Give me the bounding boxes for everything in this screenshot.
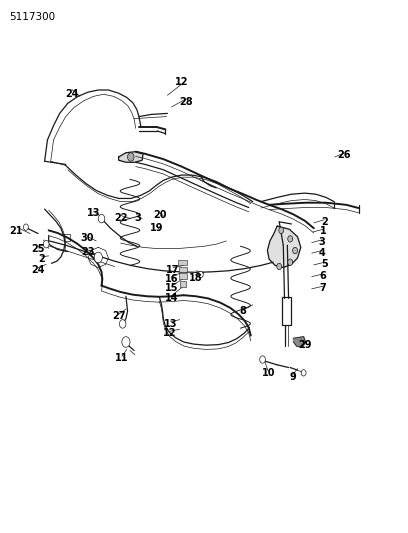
Circle shape <box>293 247 297 254</box>
Circle shape <box>301 369 306 376</box>
Polygon shape <box>293 337 306 348</box>
Circle shape <box>24 224 28 230</box>
Text: 13: 13 <box>164 319 177 329</box>
Text: 24: 24 <box>65 88 79 99</box>
Text: 23: 23 <box>81 247 95 257</box>
Text: 7: 7 <box>320 284 326 293</box>
Text: 22: 22 <box>114 213 127 223</box>
Text: 5: 5 <box>321 260 328 269</box>
Polygon shape <box>267 226 301 268</box>
Text: 14: 14 <box>165 293 178 303</box>
Text: 20: 20 <box>154 210 167 220</box>
Text: 30: 30 <box>80 233 94 244</box>
Text: 3: 3 <box>135 213 142 223</box>
Text: 13: 13 <box>86 208 100 219</box>
Text: 17: 17 <box>166 265 180 274</box>
Text: 28: 28 <box>179 96 193 107</box>
Circle shape <box>260 356 265 364</box>
Polygon shape <box>119 152 143 163</box>
Text: 26: 26 <box>337 150 351 160</box>
Text: 12: 12 <box>175 77 188 87</box>
Circle shape <box>279 227 284 233</box>
Text: 2: 2 <box>321 217 328 227</box>
Text: 10: 10 <box>262 368 275 378</box>
Text: 25: 25 <box>31 244 45 254</box>
Text: 9: 9 <box>289 372 296 382</box>
Bar <box>180 281 186 287</box>
Text: 27: 27 <box>112 311 125 321</box>
Circle shape <box>288 236 293 242</box>
Text: 11: 11 <box>115 353 129 364</box>
Text: 4: 4 <box>319 248 325 257</box>
Text: 21: 21 <box>9 226 23 236</box>
Text: 5117300: 5117300 <box>10 12 56 22</box>
Circle shape <box>198 271 203 278</box>
Circle shape <box>277 263 282 270</box>
Bar <box>282 297 291 325</box>
Circle shape <box>122 337 130 348</box>
Circle shape <box>43 240 49 248</box>
Text: 15: 15 <box>165 284 178 293</box>
Text: 2: 2 <box>38 254 45 264</box>
Text: 19: 19 <box>150 223 163 233</box>
Circle shape <box>98 214 105 223</box>
Text: 3: 3 <box>319 237 325 247</box>
Text: 29: 29 <box>298 340 312 350</box>
Bar <box>179 266 187 272</box>
Text: 1: 1 <box>320 227 326 237</box>
Circle shape <box>128 153 134 161</box>
Text: 18: 18 <box>189 273 203 283</box>
Bar <box>178 260 187 265</box>
Text: 8: 8 <box>239 306 246 316</box>
Circle shape <box>120 320 126 328</box>
Text: 12: 12 <box>163 328 176 338</box>
Text: 24: 24 <box>31 265 45 274</box>
Circle shape <box>94 252 102 263</box>
Text: 16: 16 <box>165 274 178 284</box>
Bar <box>179 273 186 279</box>
Text: 6: 6 <box>320 271 326 281</box>
Circle shape <box>288 259 293 265</box>
